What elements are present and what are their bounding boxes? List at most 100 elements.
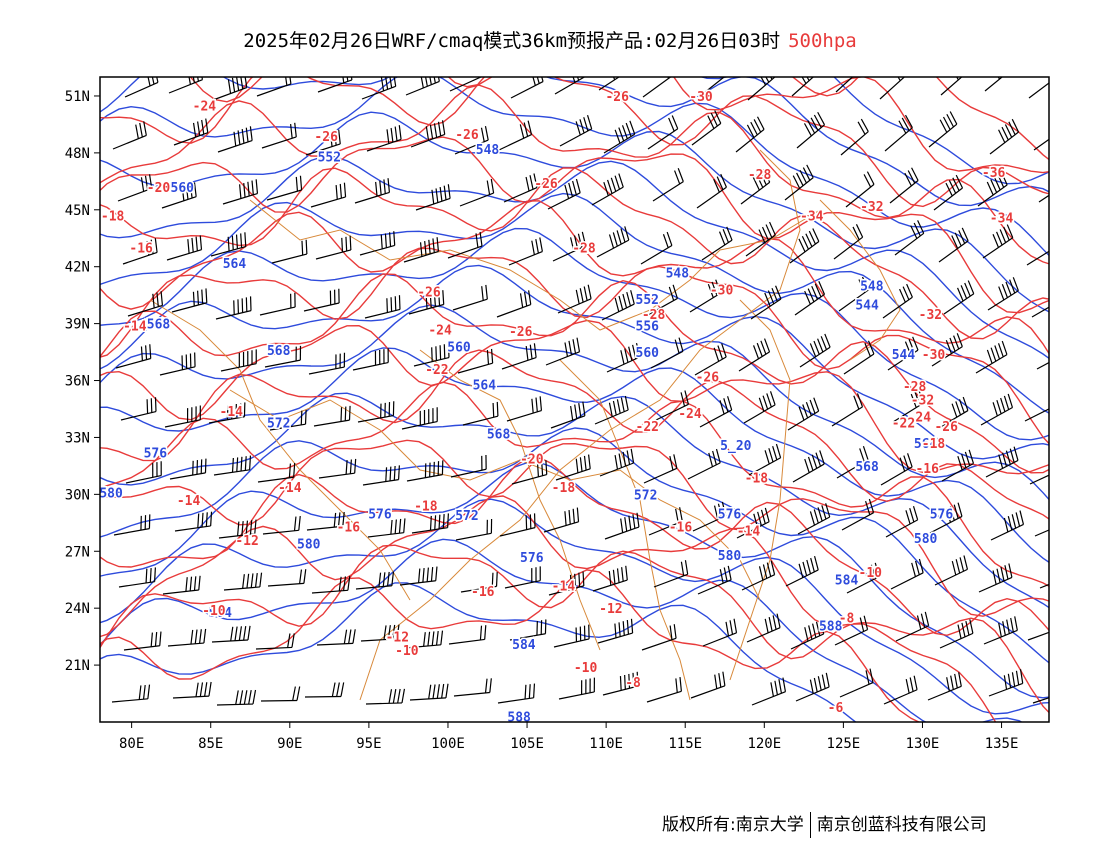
footer-separator xyxy=(809,812,811,838)
wind-barb-feather xyxy=(1007,516,1013,531)
wind-barb-feather xyxy=(148,174,153,189)
wind-barb-feather xyxy=(765,224,773,238)
wind-barb-shaft xyxy=(399,580,436,586)
wind-barb-feather xyxy=(632,514,636,529)
wind-barb-feather xyxy=(865,500,871,515)
wind-barb xyxy=(750,285,782,320)
temperature-contour-label: -16 xyxy=(669,521,693,536)
wind-barb-feather xyxy=(244,232,247,247)
wind-barb-feather xyxy=(809,679,814,694)
wind-barb-feather xyxy=(383,625,387,640)
wind-barb-shaft xyxy=(787,410,819,431)
wind-barb-feather xyxy=(245,520,249,535)
wind-barb-feather xyxy=(439,186,443,202)
wind-barb-shaft xyxy=(548,585,584,596)
wind-barb-feather xyxy=(489,678,492,693)
wind-barb-feather xyxy=(338,129,341,144)
wind-barb-shaft xyxy=(746,627,781,643)
wind-barb-feather xyxy=(532,77,536,86)
wind-barb-feather xyxy=(244,77,248,88)
wind-barb-feather xyxy=(293,462,296,478)
wind-barb-shaft xyxy=(689,292,721,313)
wind-barb-shaft xyxy=(447,245,483,259)
wind-barb xyxy=(313,405,351,427)
wind-barb-feather xyxy=(620,350,625,365)
wind-barb-feather xyxy=(675,508,679,524)
wind-barb-feather xyxy=(386,571,390,587)
temperature-contour-label: -10 xyxy=(574,661,598,676)
wind-barb-feather xyxy=(146,240,150,256)
wind-barb-feather xyxy=(807,288,815,303)
wind-barb-feather xyxy=(329,132,333,147)
wind-barb-feather xyxy=(804,290,811,305)
wind-barb-shaft xyxy=(304,695,342,698)
wind-barb-feather xyxy=(386,298,388,313)
wind-barb xyxy=(171,288,208,313)
wind-barb xyxy=(977,171,1008,207)
wind-barb-feather xyxy=(806,77,810,81)
wind-barb-feather xyxy=(798,563,804,578)
temperature-contour-label: -12 xyxy=(386,631,409,646)
wind-barb-feather xyxy=(992,234,1000,248)
wind-barb-feather xyxy=(811,285,818,300)
wind-barb-shaft xyxy=(791,77,815,97)
wind-barb-feather xyxy=(577,233,583,248)
wind-barb xyxy=(359,231,396,256)
wind-barb-feather xyxy=(990,347,997,362)
height-contour-label: 560 xyxy=(636,346,660,361)
wind-barb-shaft xyxy=(217,139,253,153)
wind-barb-feather xyxy=(144,175,149,191)
wind-barb-feather xyxy=(917,220,925,234)
wind-barb-feather xyxy=(1061,679,1063,693)
wind-barb xyxy=(111,684,151,703)
wind-barb xyxy=(606,342,641,373)
height-contour-label: 580 xyxy=(297,538,321,553)
wind-barb-feather xyxy=(231,77,236,93)
height-contour-line xyxy=(100,427,1049,664)
wind-barb-feather xyxy=(868,498,875,513)
wind-barb-feather xyxy=(969,619,974,634)
wind-barb-shaft xyxy=(834,629,868,646)
wind-barb-feather xyxy=(630,618,634,634)
wind-barb-feather xyxy=(956,287,964,302)
wind-barb xyxy=(413,343,450,367)
wind-barb-feather xyxy=(814,283,822,298)
wind-barb xyxy=(938,227,969,263)
wind-barb-feather xyxy=(442,514,445,529)
wind-barb-feather xyxy=(582,62,587,76)
wind-barb-feather xyxy=(1053,391,1057,405)
height-contour-line xyxy=(100,582,857,722)
wind-barb-shaft xyxy=(692,515,726,532)
wind-barb-feather xyxy=(620,397,625,412)
wind-barb-feather xyxy=(575,178,581,193)
wind-barb-feather xyxy=(630,290,635,305)
wind-barb-feather xyxy=(809,343,817,357)
wind-barb-feather xyxy=(336,682,340,697)
wind-barb xyxy=(939,619,974,649)
wind-barb xyxy=(933,174,964,211)
wind-barb-feather xyxy=(902,77,905,79)
wind-barb-feather xyxy=(154,631,158,647)
wind-barb xyxy=(208,402,246,424)
temperature-contour-label: -32 xyxy=(911,394,934,409)
wind-barb-feather xyxy=(227,79,232,94)
wind-barb-shaft xyxy=(313,419,350,427)
wind-barb-shaft xyxy=(792,463,825,483)
wind-barb xyxy=(697,565,732,595)
wind-barb-feather xyxy=(924,611,930,626)
wind-barb xyxy=(736,507,770,539)
wind-barb-shaft xyxy=(1031,306,1049,318)
wind-barb-feather xyxy=(1013,446,1019,461)
wind-barb-feather xyxy=(810,557,815,573)
wind-barb-feather xyxy=(910,393,917,408)
copyright-footer: 版权所有:南京大学 南京创蓝科技有限公司 xyxy=(662,810,987,838)
temperature-contour-line xyxy=(100,77,1049,208)
temperature-contour-line xyxy=(100,495,1049,714)
wind-barb-shaft xyxy=(982,237,1014,259)
wind-barb-shaft xyxy=(691,122,722,146)
wind-barb-feather xyxy=(204,682,208,697)
wind-barb-feather xyxy=(145,568,148,583)
wind-barb-shaft xyxy=(939,632,974,649)
wind-barb-shaft xyxy=(978,576,1013,593)
wind-barb-feather xyxy=(575,458,579,473)
